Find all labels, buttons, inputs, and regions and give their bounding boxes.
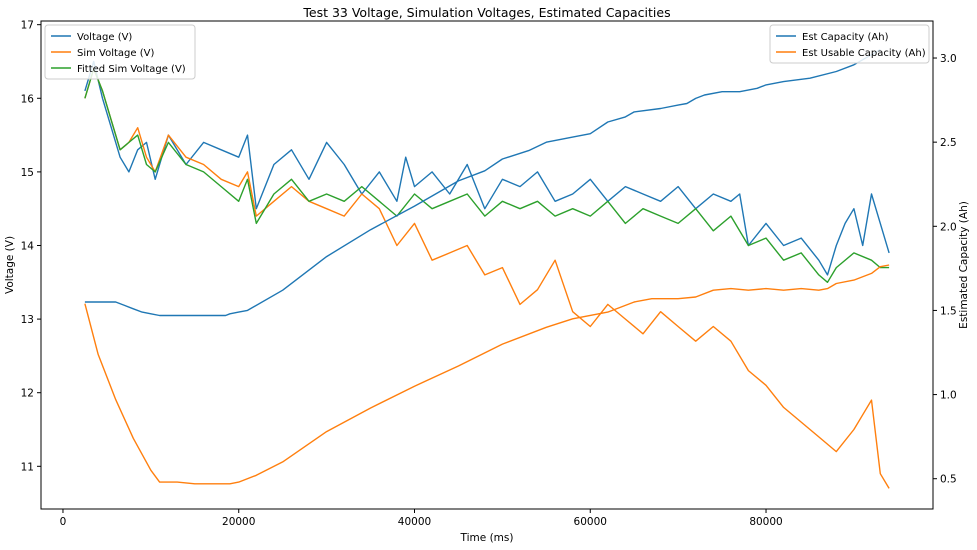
series-line-5 xyxy=(84,264,890,485)
x-axis-ticks: 0 20000 40000 60000 80000 xyxy=(60,509,783,528)
y-left-tick-label: 14 xyxy=(21,240,35,252)
legend-left: Voltage (V) Sim Voltage (V) Fitted Sim Vol… xyxy=(44,24,196,80)
y-right-tick-label: 3.0 xyxy=(940,53,957,65)
legend-label: Est Usable Capacity (Ah) xyxy=(802,48,926,59)
y-left-tick-label: 12 xyxy=(21,388,34,400)
y-right-axis-label: Estimated Capacity (Ah) xyxy=(958,201,970,329)
y-left-tick-label: 16 xyxy=(21,93,35,105)
x-tick-label: 0 xyxy=(60,516,67,528)
y-right-tick-label: 0.5 xyxy=(940,474,957,486)
y-left-tick-label: 17 xyxy=(21,20,34,32)
y-right-tick-label: 2.0 xyxy=(940,221,957,233)
series-line-2 xyxy=(84,68,890,489)
y-right-tick-label: 1.0 xyxy=(940,390,957,402)
x-tick-label: 40000 xyxy=(398,516,431,528)
legend-box xyxy=(44,24,196,80)
x-axis-label: Time (ms) xyxy=(460,532,514,544)
legend-label: Est Capacity (Ah) xyxy=(802,32,889,43)
legend-label: Voltage (V) xyxy=(77,32,132,43)
y-right-tick-label: 1.5 xyxy=(940,305,957,317)
y-right-tick-label: 2.5 xyxy=(940,137,957,149)
legend-label: Sim Voltage (V) xyxy=(77,48,154,59)
y-left-axis-label: Voltage (V) xyxy=(4,236,16,294)
chart-title: Test 33 Voltage, Simulation Voltages, Es… xyxy=(302,5,670,20)
x-tick-label: 80000 xyxy=(749,516,782,528)
y-left-tick-label: 15 xyxy=(21,167,34,179)
y-left-axis-ticks: 11 12 13 14 15 16 17 xyxy=(21,20,41,473)
series-line-1 xyxy=(84,60,890,276)
y-left-tick-label: 11 xyxy=(21,461,34,473)
series-line-3 xyxy=(84,68,890,283)
plot-frame xyxy=(40,20,934,510)
x-tick-label: 60000 xyxy=(574,516,607,528)
legend-label: Fitted Sim Voltage (V) xyxy=(77,64,186,75)
legend-right: Est Capacity (Ah) Est Usable Capacity (Ah… xyxy=(769,24,930,64)
series-layer xyxy=(84,48,890,489)
series-line-4 xyxy=(84,48,881,317)
legend-box xyxy=(769,24,930,64)
x-tick-label: 20000 xyxy=(222,516,255,528)
y-right-axis-ticks: 0.5 1.0 1.5 2.0 2.5 3.0 xyxy=(933,53,957,486)
y-left-tick-label: 13 xyxy=(21,314,34,326)
